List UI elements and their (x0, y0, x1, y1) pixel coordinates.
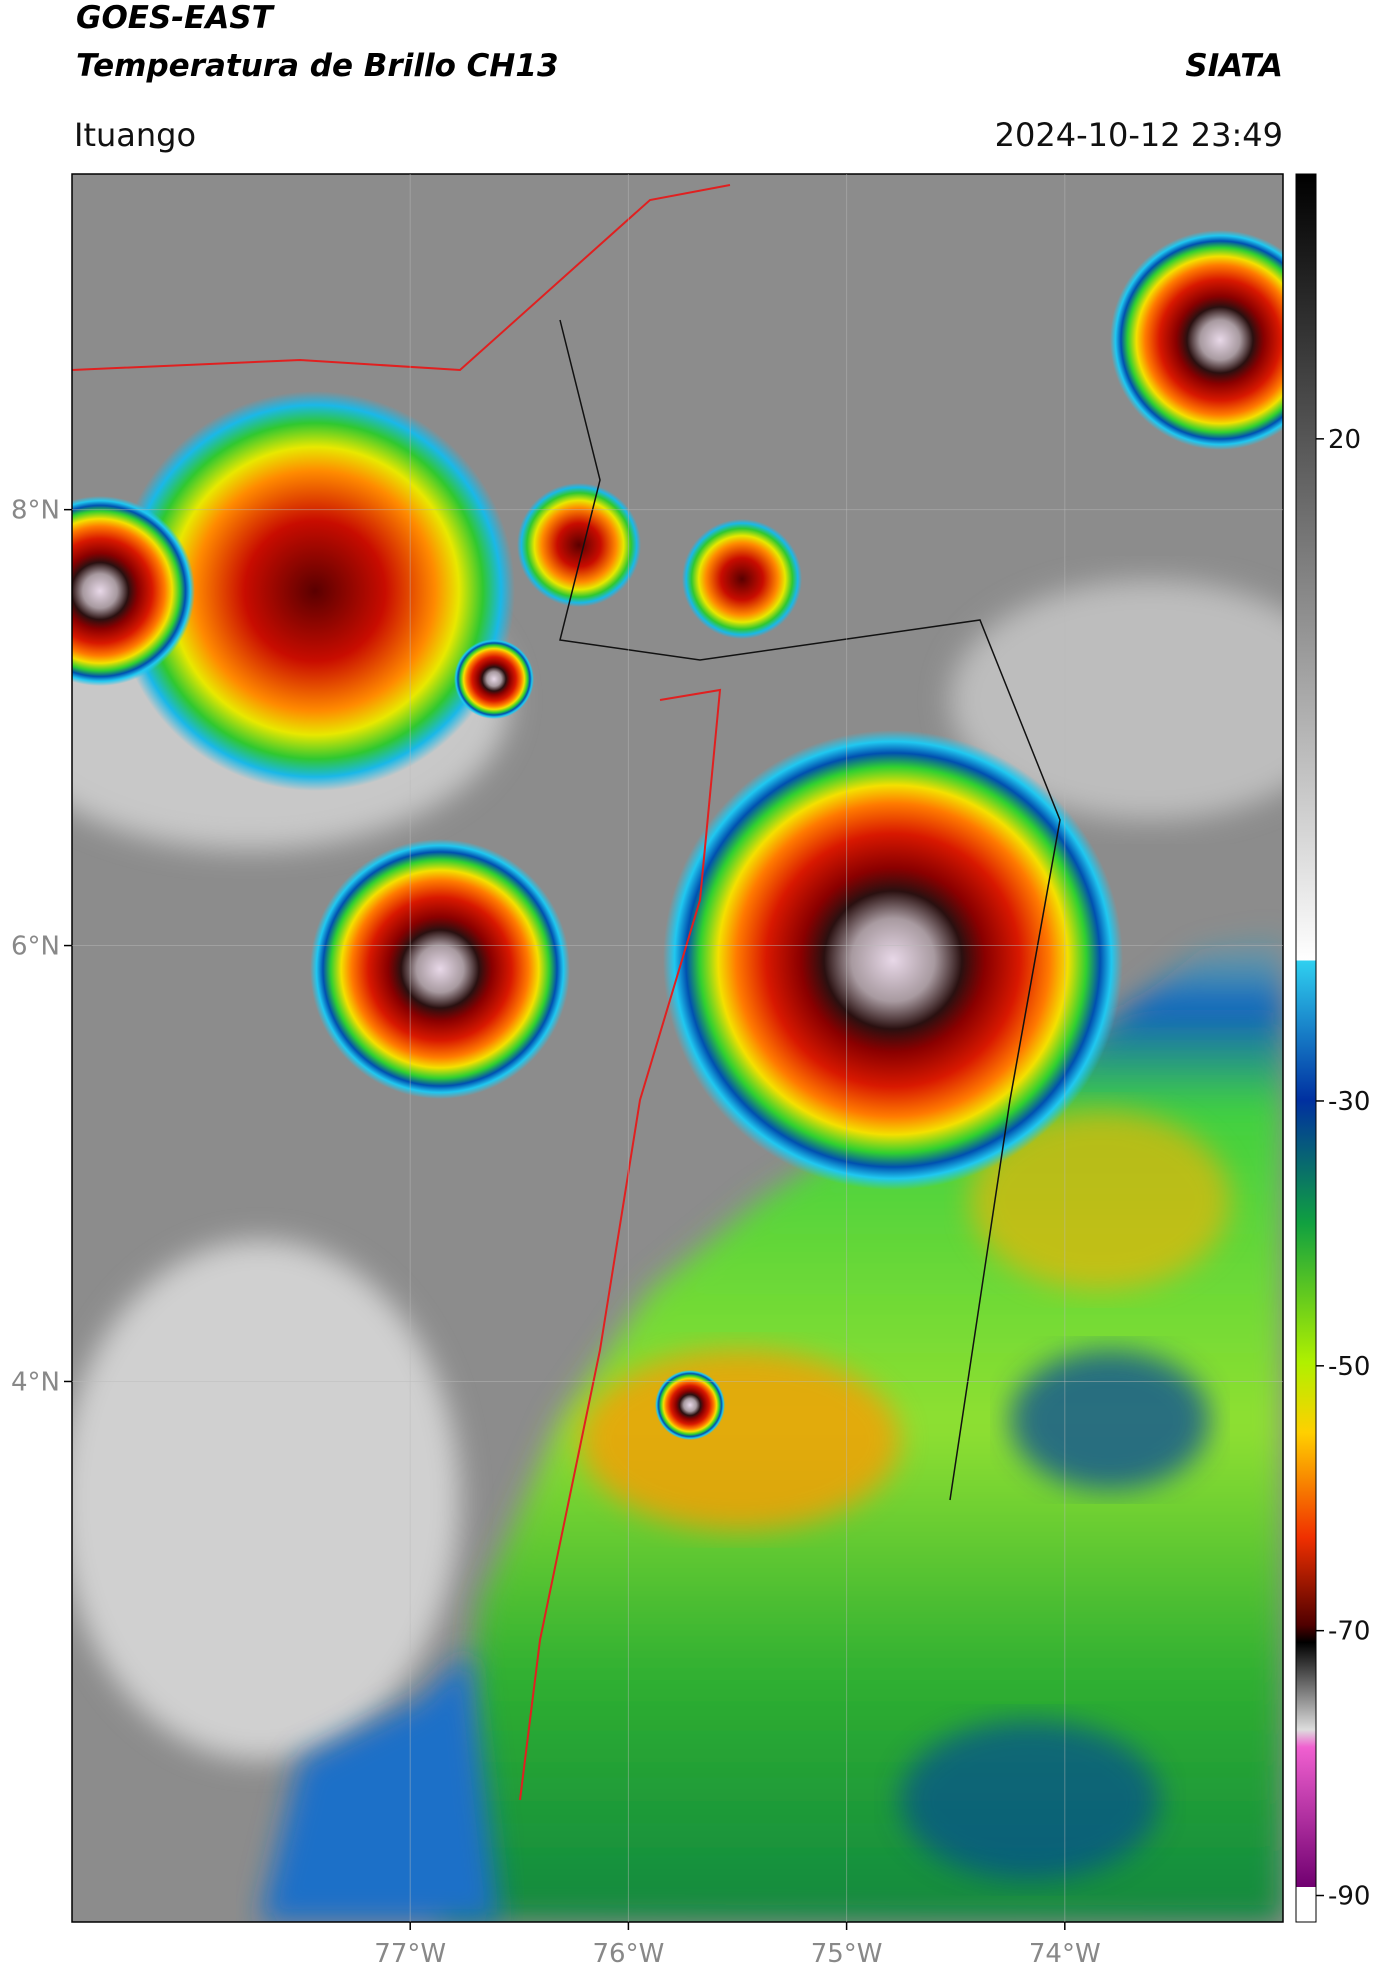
timestamp: 2024-10-12 23:49 (995, 116, 1283, 154)
organization: SIATA (1185, 48, 1283, 84)
y-tick-label: 4°N (11, 1367, 60, 1397)
y-tick-label: 6°N (11, 932, 60, 962)
x-tick-label: 77°W (374, 1939, 446, 1969)
location: Ituango (74, 116, 196, 154)
x-tick-label: 74°W (1029, 1939, 1101, 1969)
colorbar-tick-label: -70 (1328, 1617, 1370, 1647)
x-tick-label: 75°W (811, 1939, 883, 1969)
colorbar-tick-label: -90 (1328, 1882, 1370, 1912)
x-tick-label: 76°W (593, 1939, 665, 1969)
colorbar-tick-label: -50 (1328, 1352, 1370, 1382)
satellite-image (72, 174, 1283, 1922)
colorbar-tick-label: -30 (1328, 1087, 1370, 1117)
satellite-title: GOES-EAST (76, 0, 276, 36)
colorbar (1295, 173, 1317, 1923)
map-frame (71, 173, 1284, 1923)
colorbar-tick-label: 20 (1328, 425, 1361, 455)
product-title: Temperatura de Brillo CH13 (76, 48, 559, 84)
y-tick-label: 8°N (11, 496, 60, 526)
